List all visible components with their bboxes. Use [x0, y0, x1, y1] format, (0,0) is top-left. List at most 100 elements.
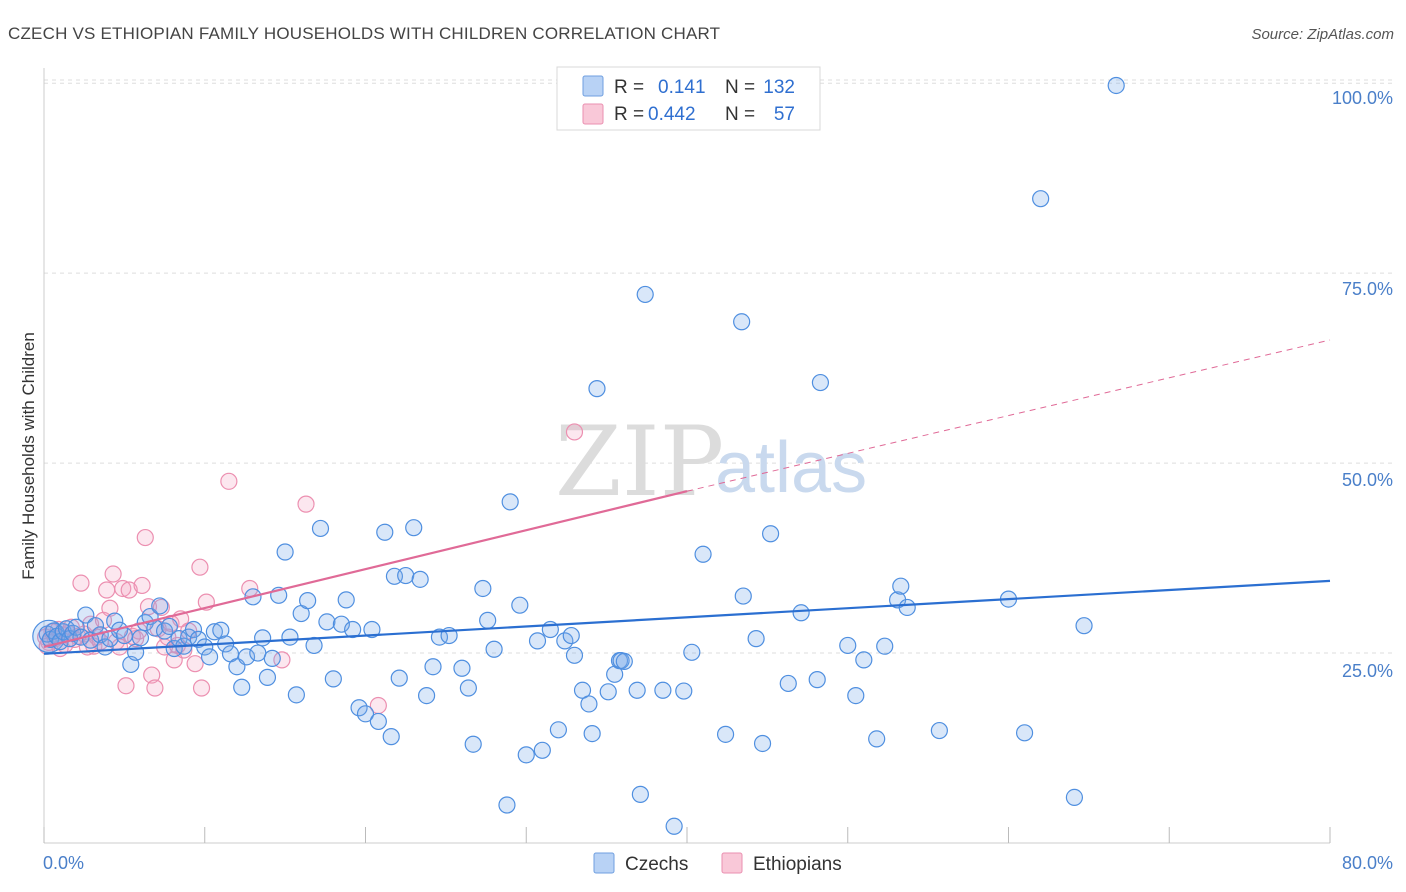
czech-point-131 — [1015, 724, 1034, 742]
czech-point-86 — [517, 746, 535, 764]
series-legend-swatch-czechs — [593, 852, 615, 874]
czech-point-56 — [311, 519, 330, 538]
czech-point-124 — [868, 730, 886, 748]
x-axis-ticks — [43, 827, 1331, 843]
czech-point-115 — [753, 734, 772, 753]
czech-point-33 — [184, 620, 203, 639]
czech-point-90 — [549, 721, 568, 739]
trend-lines — [43, 339, 1331, 655]
czech-point-85 — [511, 596, 529, 614]
czech-point-2 — [45, 622, 63, 640]
legend-n-label-ethiopians: N = — [725, 104, 755, 125]
czech-point-127 — [892, 577, 910, 595]
czech-point-128 — [898, 598, 916, 617]
czech-point-52 — [287, 686, 305, 704]
czech-point-106 — [654, 681, 672, 699]
czech-point-107 — [665, 817, 683, 835]
czech-point-80 — [474, 579, 492, 598]
czech-point-117 — [779, 674, 797, 693]
czech-point-72 — [411, 570, 429, 588]
czech-point-97 — [588, 380, 606, 398]
czech-point-71 — [405, 519, 423, 537]
czech-point-74 — [424, 658, 442, 676]
czech-point-28 — [160, 617, 178, 636]
ethiopians-points — [37, 423, 584, 715]
czech-point-116 — [761, 525, 780, 543]
series-legend-label-czechs: Czechs — [625, 854, 688, 875]
czech-point-92 — [562, 626, 580, 645]
czech-point-95 — [580, 695, 598, 713]
czech-point-43 — [237, 648, 256, 666]
ethiopian-point-21 — [104, 565, 122, 583]
czech-point-57 — [318, 613, 336, 631]
czech-point-105 — [636, 285, 654, 304]
ethiopian-point-54 — [565, 423, 584, 441]
czech-point-62 — [350, 699, 368, 717]
ethiopian-point-34 — [146, 679, 164, 697]
czech-point-45 — [249, 644, 267, 662]
czech-point-98 — [599, 683, 617, 701]
czech-point-125 — [876, 637, 894, 655]
ethiopians-trend-extension — [686, 339, 1331, 492]
czech-point-120 — [811, 373, 830, 392]
czech-point-113 — [734, 587, 752, 605]
czech-point-77 — [453, 659, 471, 677]
czech-point-59 — [332, 615, 350, 633]
czech-point-37 — [205, 623, 223, 641]
y-tick-label-25: 25.0% — [1342, 661, 1393, 681]
czech-point-46 — [254, 629, 272, 647]
legend-n-value-czechs: 132 — [763, 77, 795, 98]
ethiopian-point-45 — [186, 655, 204, 673]
ethiopians-trend-line — [43, 490, 688, 649]
legend-r-value-czechs: 0.141 — [658, 77, 706, 98]
czech-point-67 — [382, 728, 400, 746]
ethiopian-point-20 — [101, 599, 119, 617]
ethiopian-point-47 — [192, 679, 211, 697]
czech-point-119 — [808, 671, 826, 689]
czech-point-64 — [363, 620, 381, 639]
legend-n-value-ethiopians: 57 — [774, 104, 795, 125]
legend-swatch-czechs — [582, 75, 604, 97]
correlation-legend: R = 0.141 N = 132 R = 0.442 N = 57 — [556, 66, 821, 131]
ethiopian-point-30 — [133, 576, 151, 595]
czech-point-102 — [615, 652, 633, 671]
czech-point-132 — [1032, 190, 1050, 208]
y-axis-tick-labels: 25.0% 50.0% 75.0% 100.0% — [1332, 88, 1393, 681]
czech-point-112 — [733, 313, 751, 331]
czech-point-36 — [200, 648, 219, 666]
czech-point-134 — [1075, 617, 1093, 635]
czech-point-109 — [683, 643, 701, 661]
czech-point-63 — [356, 705, 375, 723]
legend-r-label-ethiopians: R = — [614, 104, 644, 125]
series-legend-swatch-ethiopians — [721, 852, 743, 874]
czech-point-133 — [1065, 788, 1084, 807]
series-legend-label-ethiopians: Ethiopians — [753, 854, 842, 875]
czech-point-26 — [151, 597, 169, 615]
legend-r-value-ethiopians: 0.442 — [648, 104, 696, 125]
czech-point-103 — [628, 681, 646, 699]
czech-point-81 — [479, 611, 497, 629]
czech-point-88 — [533, 741, 551, 759]
y-axis-label: Family Households with Children — [19, 332, 38, 580]
source-label: Source: ZipAtlas.com — [1251, 26, 1394, 43]
ethiopian-point-49 — [220, 472, 238, 490]
czech-point-73 — [417, 686, 436, 705]
czech-point-11 — [77, 606, 95, 624]
ethiopian-point-33 — [143, 666, 161, 684]
czech-point-123 — [855, 651, 873, 669]
czech-point-61 — [344, 620, 362, 639]
czech-point-87 — [528, 632, 547, 650]
ethiopian-point-24 — [114, 579, 132, 598]
czech-point-108 — [675, 682, 693, 700]
series-legend: Czechs Ethiopians — [593, 852, 842, 875]
czech-point-129 — [930, 721, 948, 740]
czechs-trend-line — [43, 579, 1331, 655]
czech-point-51 — [281, 628, 299, 646]
ethiopian-point-31 — [136, 528, 154, 547]
czech-point-118 — [792, 604, 810, 622]
czech-point-82 — [485, 640, 503, 658]
czech-point-69 — [390, 669, 408, 687]
y-tick-label-75: 75.0% — [1342, 279, 1393, 299]
czech-point-70 — [397, 566, 415, 585]
